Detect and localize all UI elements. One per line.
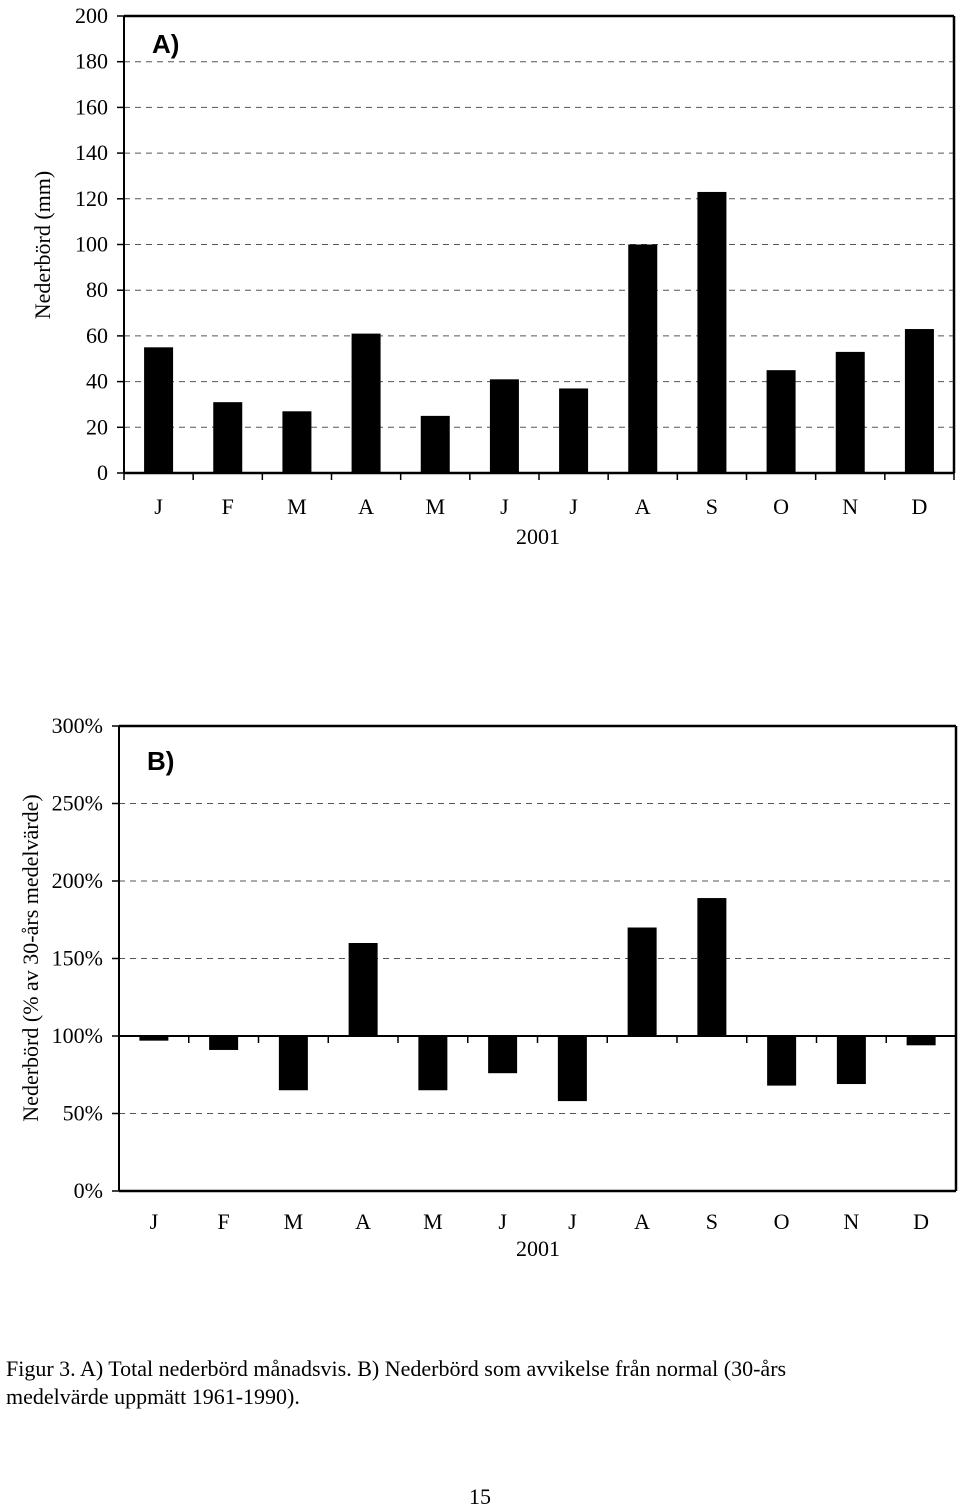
y-tick-label: 100 — [75, 232, 108, 257]
x-category-label: M — [423, 1209, 443, 1234]
caption-line-2: medelvärde uppmätt 1961-1990). — [6, 1384, 300, 1409]
x-category-label: J — [498, 1209, 507, 1234]
x-category-label: F — [218, 1209, 230, 1234]
y-tick-label: 200 — [75, 3, 108, 28]
y-tick-label: 120 — [75, 186, 108, 211]
page-number: 15 — [469, 1484, 491, 1509]
x-category-label: M — [284, 1209, 304, 1234]
chart-b: 0% 50% 100% 150% 200% 250% 300% J F M A M J J A S O N D 200… — [18, 713, 958, 1261]
x-axis-label: 2001 — [516, 1236, 560, 1261]
x-category-label: N — [842, 494, 858, 519]
bar-m-4 — [420, 415, 450, 473]
bar-j-0 — [139, 1036, 169, 1041]
x-category-label: M — [287, 494, 307, 519]
y-tick-label: 50% — [63, 1101, 103, 1126]
bar-j-5 — [488, 1036, 518, 1074]
figure-caption: Figur 3. A) Total nederbörd månadsvis. B… — [6, 1355, 956, 1411]
bar-s-8 — [697, 898, 727, 1036]
x-category-label: S — [706, 494, 718, 519]
y-tick-label: 80 — [86, 277, 108, 302]
caption-line-1: Figur 3. A) Total nederbörd månadsvis. B… — [6, 1356, 787, 1381]
x-category-label: J — [154, 494, 163, 519]
y-tick-label: 0 — [97, 460, 108, 485]
x-category-label: A — [355, 1209, 371, 1234]
bar-d-11 — [906, 1036, 936, 1046]
y-tick-label: 100% — [52, 1023, 103, 1048]
bar-j-6 — [557, 1036, 587, 1102]
x-category-label: A — [635, 494, 651, 519]
x-category-label: J — [150, 1209, 159, 1234]
y-tick-label: 180 — [75, 49, 108, 74]
bar-j-6 — [559, 388, 589, 473]
panel-label: A) — [152, 29, 179, 59]
bar-n-10 — [835, 351, 865, 473]
x-axis-label: 2001 — [516, 524, 560, 549]
y-tick-label: 0% — [74, 1178, 103, 1203]
x-category-label: F — [222, 494, 234, 519]
x-category-label: M — [425, 494, 445, 519]
x-category-label: O — [774, 1209, 790, 1234]
y-tick-label: 250% — [52, 791, 103, 816]
x-category-label: A — [358, 494, 374, 519]
x-category-label: D — [913, 1209, 929, 1234]
y-tick-label: 20 — [86, 414, 108, 439]
bar-d-11 — [904, 329, 934, 473]
x-category-label: J — [569, 494, 578, 519]
bar-f-1 — [213, 402, 243, 473]
x-category-label: D — [911, 494, 927, 519]
chart-a: 0 20 40 60 80 100 120 140 160 180 200 J F M A M J J A S O N D 2… — [30, 3, 956, 549]
bar-a-3 — [351, 333, 381, 473]
bar-a-7 — [627, 927, 657, 1036]
y-tick-label: 40 — [86, 369, 108, 394]
y-tick-label: 150% — [52, 946, 103, 971]
bar-n-10 — [836, 1036, 866, 1085]
bar-a-7 — [628, 244, 658, 473]
bar-j-5 — [489, 379, 519, 473]
x-category-label: O — [773, 494, 789, 519]
bar-o-9 — [767, 1036, 797, 1086]
bar-a-3 — [348, 943, 378, 1036]
y-tick-label: 140 — [75, 140, 108, 165]
x-category-label: N — [843, 1209, 859, 1234]
x-category-label: J — [568, 1209, 577, 1234]
x-category-label: S — [706, 1209, 718, 1234]
y-tick-label: 300% — [52, 713, 103, 738]
bar-m-2 — [282, 411, 312, 473]
bar-m-2 — [278, 1036, 308, 1091]
y-tick-label: 200% — [52, 868, 103, 893]
bar-j-0 — [144, 347, 174, 473]
bar-m-4 — [418, 1036, 448, 1091]
y-tick-label: 160 — [75, 94, 108, 119]
bar-f-1 — [209, 1036, 239, 1050]
y-tick-label: 60 — [86, 323, 108, 348]
y-axis-label: Nederbörd (% av 30-års medelvärde) — [18, 794, 43, 1121]
y-axis-label: Nederbörd (mm) — [30, 171, 55, 319]
x-category-label: A — [634, 1209, 650, 1234]
bar-s-8 — [697, 191, 727, 473]
x-category-label: J — [500, 494, 509, 519]
bar-o-9 — [766, 370, 796, 473]
panel-label: B) — [147, 746, 174, 776]
